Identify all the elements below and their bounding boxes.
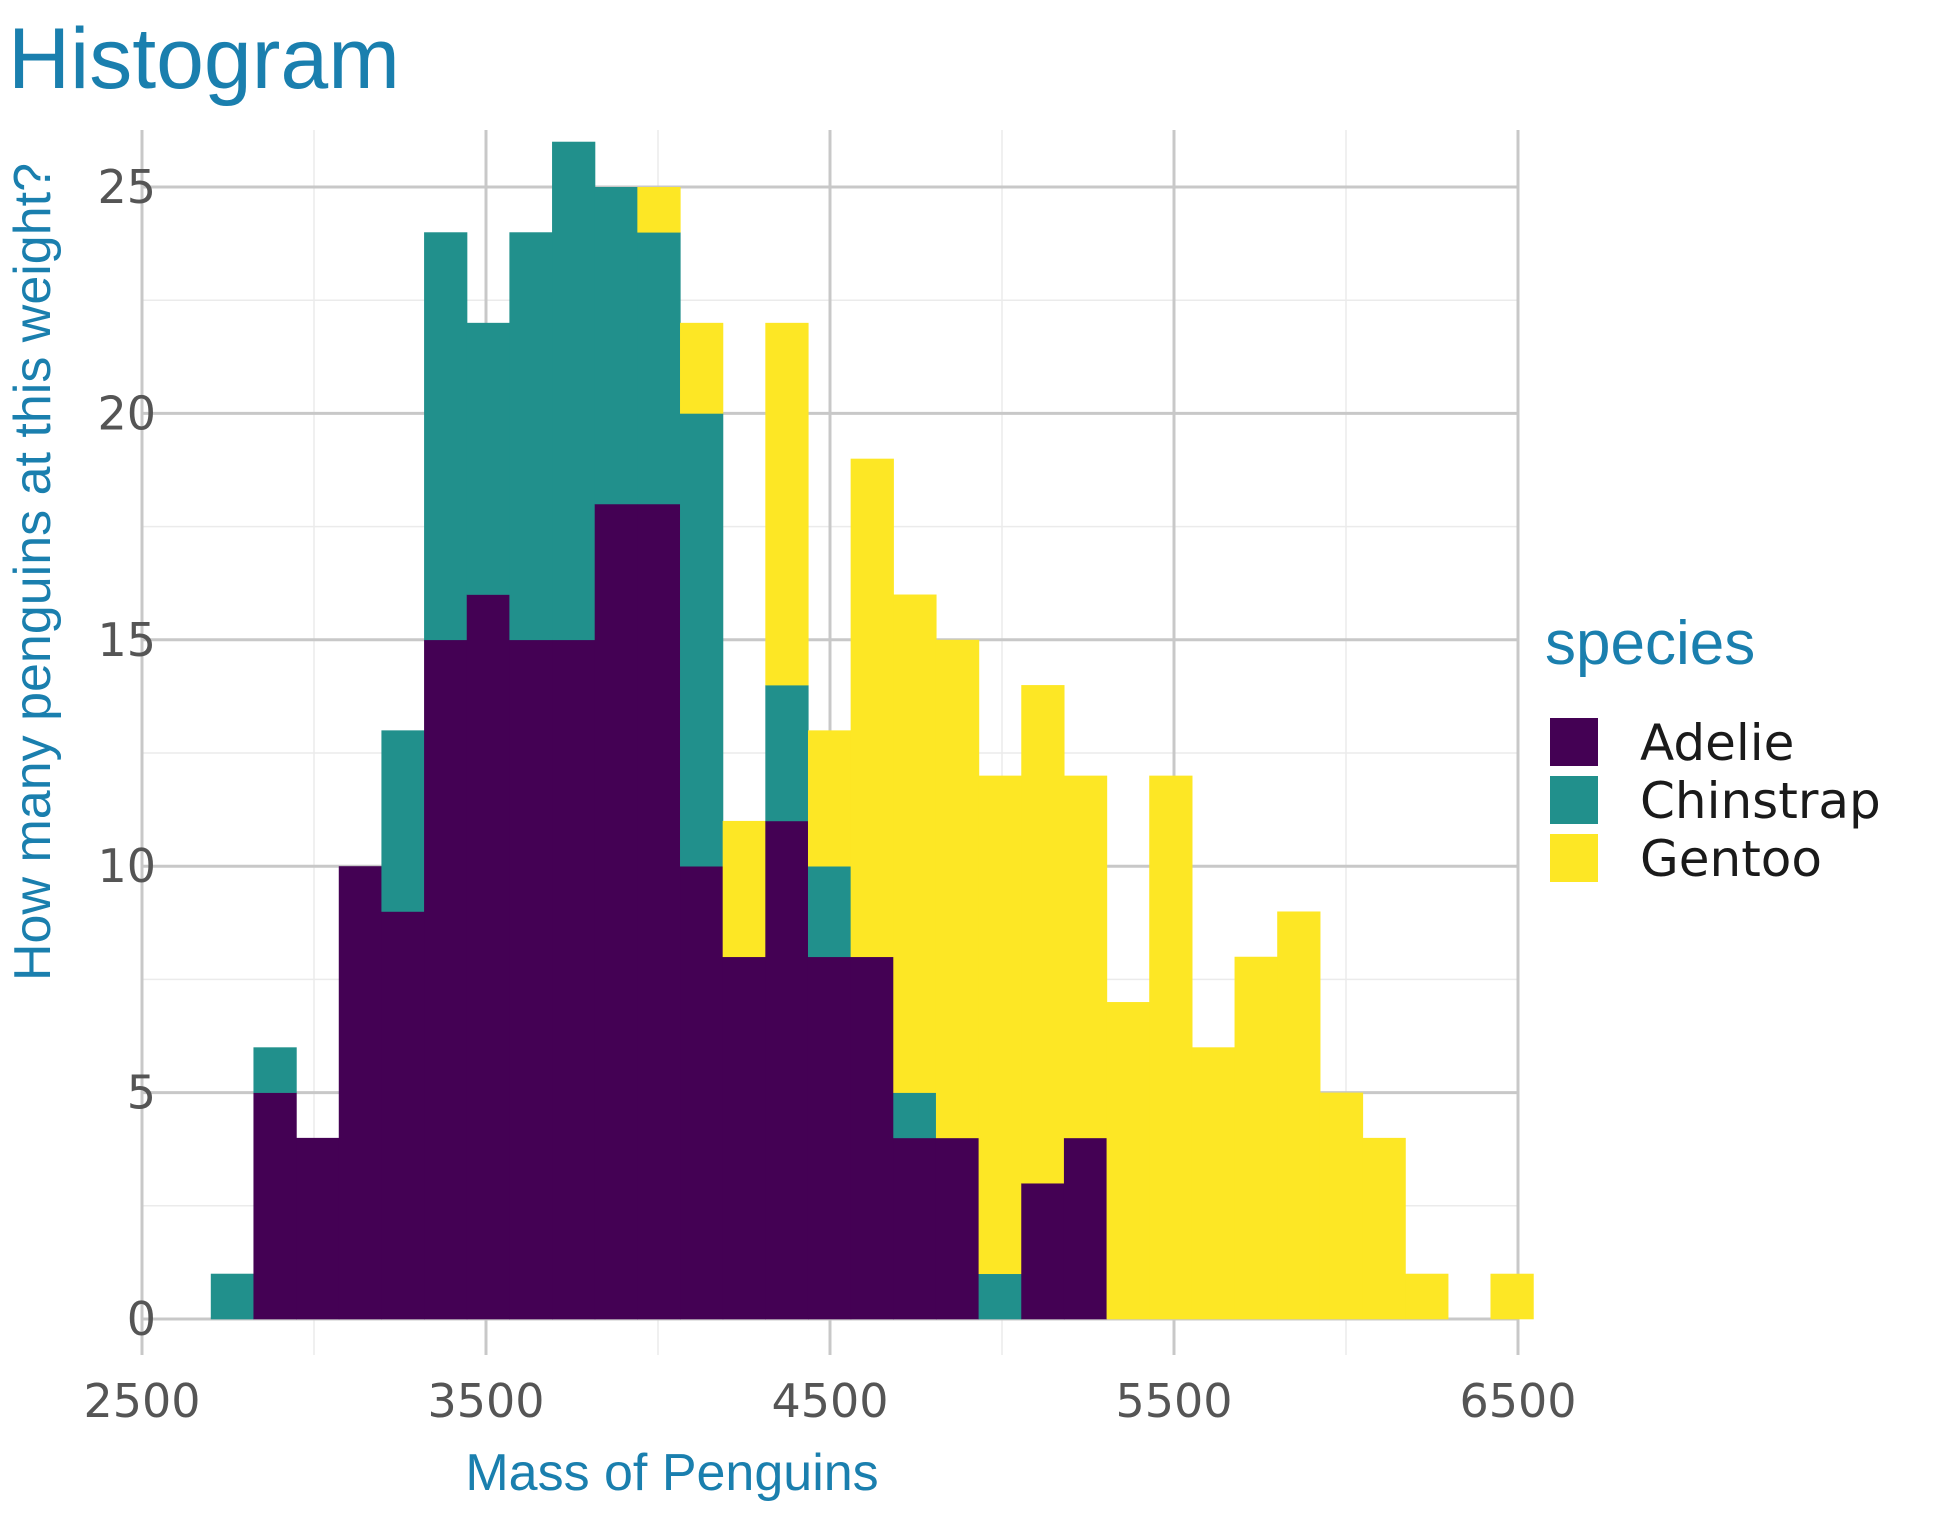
bar-gentoo: [1362, 1137, 1406, 1320]
y-axis-title: How many penguins at this weight?: [4, 163, 62, 981]
bar-gentoo: [765, 322, 809, 686]
x-tick-label: 3500: [427, 1374, 544, 1428]
bar-adelie: [253, 1092, 297, 1320]
y-axis-ticks: 0 5 10 15 20 25: [97, 160, 156, 1346]
bar-gentoo: [637, 187, 681, 233]
bar-chinstrap: [978, 1273, 1022, 1320]
bar-chinstrap: [552, 141, 596, 641]
bar-chinstrap: [424, 232, 468, 641]
y-tick-label: 25: [97, 160, 156, 214]
bar-adelie: [1063, 1137, 1108, 1320]
bar-adelie: [765, 820, 809, 1320]
y-tick-label: 5: [127, 1066, 156, 1120]
bar-adelie: [424, 639, 468, 1320]
bar-adelie: [680, 866, 724, 1320]
y-tick-label: 10: [97, 839, 156, 893]
bar-adelie: [552, 639, 596, 1320]
legend-swatch-gentoo: [1550, 834, 1598, 882]
bar-gentoo: [722, 820, 766, 958]
x-tick-label: 4500: [771, 1374, 888, 1428]
bar-gentoo: [1234, 956, 1278, 1320]
bar-chinstrap: [807, 866, 852, 958]
legend-title: species: [1545, 609, 1755, 678]
bar-gentoo: [1319, 1092, 1364, 1320]
bar-adelie: [807, 956, 852, 1320]
bar-gentoo: [978, 775, 1022, 1275]
bar-gentoo: [1277, 911, 1321, 1320]
bar-gentoo: [1149, 775, 1193, 1320]
bar-gentoo: [1490, 1273, 1534, 1320]
bar-adelie: [637, 503, 681, 1320]
bar-gentoo: [680, 322, 724, 414]
legend-label-adelie: Adelie: [1640, 714, 1794, 772]
legend-label-gentoo: Gentoo: [1640, 830, 1822, 888]
bar-gentoo: [935, 639, 980, 1139]
bar-chinstrap: [680, 413, 724, 867]
bar-adelie: [850, 956, 894, 1320]
bar-adelie: [296, 1137, 340, 1320]
bar-chinstrap: [381, 730, 425, 912]
bar-adelie: [466, 594, 510, 1320]
bar-adelie: [594, 503, 638, 1320]
x-axis-ticks: 2500 3500 4500 5500 6500: [83, 1374, 1576, 1428]
y-tick-label: 0: [127, 1292, 156, 1346]
x-tick-label: 2500: [83, 1374, 200, 1428]
legend-swatch-adelie: [1550, 718, 1598, 766]
bar-chinstrap: [893, 1092, 937, 1139]
bar-adelie: [509, 639, 553, 1320]
bar-gentoo: [1021, 685, 1065, 1184]
bar-chinstrap: [765, 685, 809, 822]
histogram-bars: [210, 141, 1534, 1320]
bar-adelie: [935, 1137, 980, 1320]
bar-gentoo: [850, 458, 894, 958]
legend-swatch-chinstrap: [1550, 776, 1598, 824]
bar-chinstrap: [253, 1047, 297, 1093]
bar-gentoo: [1106, 1002, 1150, 1320]
bar-chinstrap: [509, 232, 553, 641]
bar-chinstrap: [594, 187, 638, 505]
x-axis-title: Mass of Penguins: [465, 1444, 878, 1502]
bar-chinstrap: [210, 1273, 255, 1320]
y-tick-label: 15: [97, 613, 156, 667]
bar-adelie: [893, 1137, 937, 1320]
bar-adelie: [381, 911, 425, 1320]
bar-gentoo: [893, 594, 937, 1093]
bar-gentoo: [1063, 775, 1108, 1139]
legend-label-chinstrap: Chinstrap: [1640, 772, 1881, 830]
bar-chinstrap: [637, 232, 681, 505]
chart-title: Histogram: [8, 11, 400, 107]
bar-adelie: [1021, 1183, 1065, 1320]
bar-adelie: [338, 866, 383, 1320]
bar-adelie: [722, 956, 766, 1320]
bar-chinstrap: [466, 322, 510, 595]
y-tick-label: 20: [97, 386, 156, 440]
x-tick-label: 6500: [1459, 1374, 1576, 1428]
bar-gentoo: [807, 730, 852, 867]
bar-gentoo: [1405, 1273, 1449, 1320]
x-tick-label: 5500: [1115, 1374, 1232, 1428]
bar-gentoo: [1191, 1047, 1236, 1320]
